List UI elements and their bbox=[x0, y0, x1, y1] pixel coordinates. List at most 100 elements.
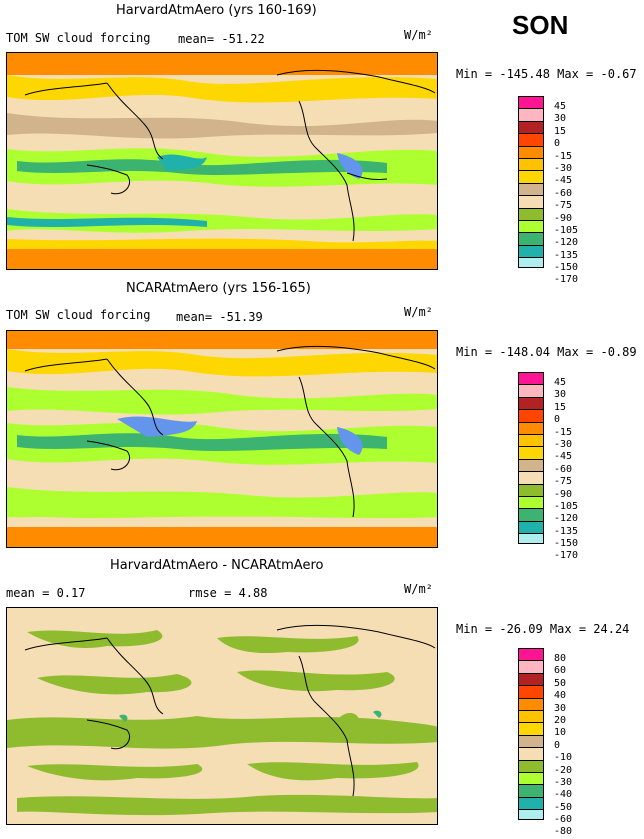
panel1-tick: -60 bbox=[554, 187, 573, 199]
panel1-tick: -30 bbox=[554, 162, 573, 174]
colorbar-swatch bbox=[519, 447, 543, 460]
panel1-tick: -105 bbox=[554, 224, 579, 236]
colorbar-swatch bbox=[519, 723, 543, 736]
panel2-tick: -15 bbox=[554, 426, 573, 438]
colorbar-swatch bbox=[519, 97, 543, 110]
colorbar-swatch bbox=[519, 258, 543, 267]
panel2-title: NCARAtmAero (yrs 156-165) bbox=[126, 281, 311, 296]
panel3-tick: 0 bbox=[554, 739, 561, 751]
panel1-tick: 30 bbox=[554, 113, 567, 125]
panel2-tick: 30 bbox=[554, 389, 567, 401]
panel3-tick: -20 bbox=[554, 764, 573, 776]
panel3-tick: -40 bbox=[554, 789, 573, 801]
colorbar-swatch bbox=[519, 772, 543, 786]
colorbar-swatch bbox=[519, 385, 543, 398]
colorbar-swatch bbox=[519, 661, 543, 674]
panel2-tick: -135 bbox=[554, 525, 579, 537]
colorbar-swatch bbox=[519, 397, 543, 411]
panel2-tick: -150 bbox=[554, 538, 579, 550]
panel2-tick: -105 bbox=[554, 500, 579, 512]
panel3-map-plot bbox=[7, 608, 437, 824]
panel2-colorbar-ticks: 45 30 15 0 -15 -30 -45 -60 -75 -90 -105 … bbox=[554, 377, 578, 563]
colorbar-swatch bbox=[519, 410, 543, 423]
colorbar-swatch bbox=[519, 158, 543, 172]
panel1-tick: -170 bbox=[554, 274, 579, 286]
panel3-minmax: Min = -26.09 Max = 24.24 bbox=[456, 622, 630, 636]
panel2-tick: -60 bbox=[554, 463, 573, 475]
panel2-mean: mean= -51.39 bbox=[176, 310, 263, 324]
panel3-tick: -10 bbox=[554, 752, 573, 764]
panel1-field-label: TOM SW cloud forcing bbox=[6, 31, 151, 45]
colorbar-swatch bbox=[519, 710, 543, 724]
colorbar-swatch bbox=[519, 373, 543, 386]
panel3-colorbar bbox=[518, 648, 544, 820]
colorbar-swatch bbox=[519, 484, 543, 497]
panel3-tick: -80 bbox=[554, 826, 573, 838]
colorbar-swatch bbox=[519, 797, 543, 811]
panel2-tick: 45 bbox=[554, 377, 567, 388]
panel1-map bbox=[6, 52, 438, 270]
panel1-minmax: Min = -145.48 Max = -0.67 bbox=[456, 67, 637, 81]
panel1-map-plot bbox=[7, 53, 437, 269]
colorbar-swatch bbox=[519, 810, 543, 819]
colorbar-swatch bbox=[519, 649, 543, 662]
panel1-colorbar bbox=[518, 96, 544, 268]
colorbar-swatch bbox=[519, 748, 543, 761]
panel2-tick: 0 bbox=[554, 414, 561, 426]
panel3-map bbox=[6, 607, 438, 825]
panel1-tick: 45 bbox=[554, 101, 567, 112]
panel3-colorbar-ticks: 80 60 50 40 30 20 10 0 -10 -20 -30 -40 -… bbox=[554, 653, 572, 839]
panel3-units: W/m² bbox=[404, 582, 433, 596]
colorbar-swatch bbox=[519, 698, 543, 711]
colorbar-swatch bbox=[519, 496, 543, 510]
colorbar-swatch bbox=[519, 171, 543, 184]
panel3-rmse: rmse = 4.88 bbox=[188, 586, 268, 600]
panel2-minmax: Min = -148.04 Max = -0.89 bbox=[456, 345, 637, 359]
panel1-colorbar-ticks: 45 30 15 0 -15 -30 -45 -60 -75 -90 -105 … bbox=[554, 101, 578, 287]
panel2-tick: -45 bbox=[554, 451, 573, 463]
panel3-tick: -60 bbox=[554, 814, 573, 826]
colorbar-swatch bbox=[519, 434, 543, 448]
panel1-tick: -120 bbox=[554, 237, 579, 249]
colorbar-swatch bbox=[519, 109, 543, 122]
panel1-tick: -150 bbox=[554, 262, 579, 274]
panel3-tick: -50 bbox=[554, 801, 573, 813]
panel3-tick: 40 bbox=[554, 690, 567, 702]
panel3-tick: 10 bbox=[554, 727, 567, 739]
colorbar-swatch bbox=[519, 422, 543, 435]
panel3-tick: 60 bbox=[554, 665, 567, 677]
colorbar-swatch bbox=[519, 521, 543, 535]
panel1-tick: 0 bbox=[554, 138, 561, 150]
colorbar-swatch bbox=[519, 472, 543, 485]
panel3-tick: 20 bbox=[554, 714, 567, 726]
panel3-title: HarvardAtmAero - NCARAtmAero bbox=[110, 558, 324, 573]
panel3-tick: 50 bbox=[554, 677, 567, 689]
colorbar-swatch bbox=[519, 196, 543, 209]
panel2-tick: -30 bbox=[554, 438, 573, 450]
panel3-mean: mean = 0.17 bbox=[6, 586, 86, 600]
panel2-tick: 15 bbox=[554, 401, 567, 413]
colorbar-swatch bbox=[519, 208, 543, 221]
panel2-tick: -170 bbox=[554, 550, 579, 562]
colorbar-swatch bbox=[519, 245, 543, 259]
panel2-tick: -75 bbox=[554, 476, 573, 488]
panel1-tick: -135 bbox=[554, 249, 579, 261]
panel2-map-plot bbox=[7, 331, 437, 547]
panel1-tick: 15 bbox=[554, 125, 567, 137]
panel2-tick: -120 bbox=[554, 513, 579, 525]
colorbar-swatch bbox=[519, 121, 543, 135]
colorbar-swatch bbox=[519, 785, 543, 798]
colorbar-swatch bbox=[519, 146, 543, 159]
panel1-tick: -90 bbox=[554, 212, 573, 224]
colorbar-swatch bbox=[519, 673, 543, 687]
colorbar-swatch bbox=[519, 459, 543, 473]
panel1-tick: -15 bbox=[554, 150, 573, 162]
panel2-field-label: TOM SW cloud forcing bbox=[6, 308, 151, 322]
colorbar-swatch bbox=[519, 233, 543, 246]
panel3-tick: 30 bbox=[554, 702, 567, 714]
colorbar-swatch bbox=[519, 134, 543, 147]
colorbar-swatch bbox=[519, 509, 543, 522]
colorbar-swatch bbox=[519, 183, 543, 197]
colorbar-swatch bbox=[519, 686, 543, 699]
panel1-tick: -45 bbox=[554, 175, 573, 187]
